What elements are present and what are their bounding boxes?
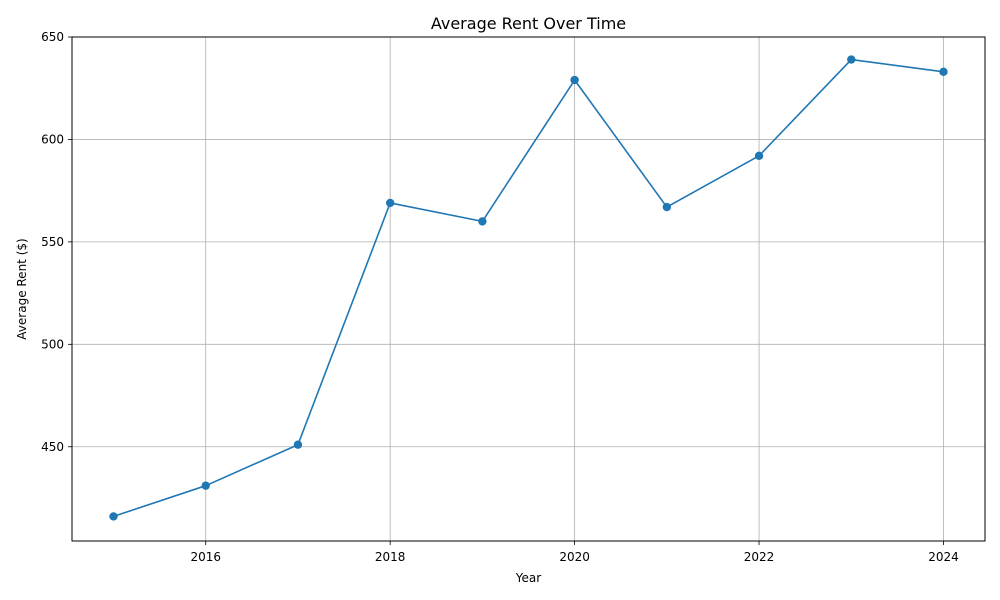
chart-title: Average Rent Over Time bbox=[431, 14, 626, 33]
series-layer bbox=[109, 55, 948, 521]
data-point-2020 bbox=[570, 75, 579, 85]
y-tick-label: 450 bbox=[41, 440, 64, 454]
data-point-2022 bbox=[754, 151, 764, 161]
y-tick-label: 500 bbox=[41, 337, 64, 351]
data-point-2024 bbox=[939, 67, 948, 77]
x-tick-label: 2022 bbox=[744, 550, 775, 564]
y-tick-label: 650 bbox=[41, 30, 64, 44]
x-tick-label: 2016 bbox=[190, 550, 221, 564]
x-tick-label: 2018 bbox=[375, 550, 406, 564]
y-tick-label: 600 bbox=[41, 132, 64, 146]
x-tick-label: 2024 bbox=[928, 550, 959, 564]
ticks: 2016 2018 2020 2022 2024 450 500 550 600 650 bbox=[41, 30, 959, 564]
data-point-2015 bbox=[109, 512, 118, 521]
data-point-2017 bbox=[293, 440, 303, 449]
data-point-2021 bbox=[662, 202, 672, 212]
x-axis-label: Year bbox=[515, 571, 541, 585]
data-point-2016 bbox=[201, 481, 210, 490]
plot-frame bbox=[71, 36, 986, 542]
data-point-2019 bbox=[478, 217, 487, 226]
series-line bbox=[113, 58, 944, 518]
y-axis-label: Average Rent ($) bbox=[15, 238, 29, 339]
data-point-2023 bbox=[847, 55, 856, 64]
plot-area-background bbox=[72, 37, 985, 541]
y-tick-label: 550 bbox=[41, 235, 64, 249]
x-tick-label: 2020 bbox=[559, 550, 590, 564]
data-point-2018 bbox=[385, 198, 395, 208]
